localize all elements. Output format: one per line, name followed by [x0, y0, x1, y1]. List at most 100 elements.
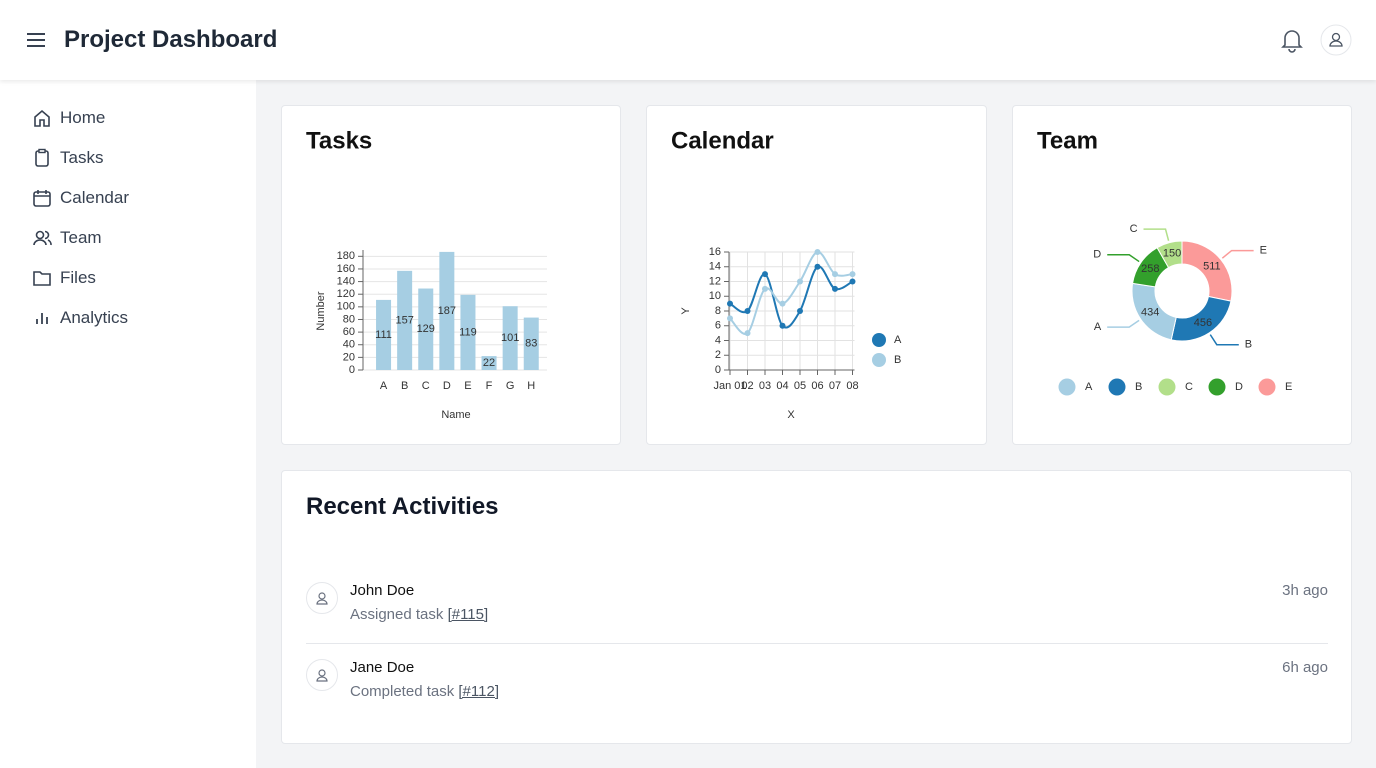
header: Project Dashboard [0, 0, 1376, 80]
point [744, 330, 751, 337]
activity-time: 3h ago [1282, 582, 1328, 599]
nav-item[interactable]: Team [32, 228, 102, 248]
slice-label: 511 [1203, 261, 1221, 273]
icon [33, 230, 52, 246]
nav-item[interactable]: Files [32, 268, 96, 288]
point [849, 278, 856, 285]
activity-action: Completed task [350, 683, 455, 700]
nav-label: Files [60, 268, 96, 287]
x-tick-label: C [422, 380, 430, 392]
x-axis-label: X [787, 409, 795, 421]
y-tick-label: 2 [715, 349, 721, 361]
slice-label: 258 [1141, 263, 1159, 275]
legend-label: E [1285, 381, 1292, 393]
slice-label: 434 [1141, 307, 1159, 319]
x-tick-label: 05 [794, 380, 806, 392]
y-tick-label: 8 [715, 305, 721, 317]
card-title: Calendar [671, 127, 774, 154]
point [832, 285, 838, 292]
y-tick-label: 0 [349, 364, 355, 376]
y-tick-label: 10 [709, 290, 721, 302]
bar-label: 101 [501, 332, 519, 344]
x-tick-label: D [443, 380, 451, 392]
x-tick-label: F [486, 380, 493, 392]
slice-category: E [1260, 244, 1267, 256]
chart: Team 511 E 456 B 434 A 258 D 150 C A B C D E [1037, 127, 1292, 396]
y-tick-label: 60 [343, 326, 355, 338]
y-tick-label: 6 [715, 320, 721, 332]
activity-user: John Doe [350, 582, 415, 599]
y-tick-label: 140 [337, 275, 355, 287]
leader-line [1221, 249, 1254, 259]
nav-label: Analytics [60, 308, 129, 327]
menu-button[interactable] [26, 30, 46, 50]
legend-swatch [872, 353, 886, 367]
y-tick-label: 120 [337, 288, 355, 300]
notifications-button[interactable] [1280, 27, 1304, 53]
point [797, 308, 803, 314]
point [744, 308, 751, 314]
activities-card: Recent Activities John Doe Assigned task … [281, 470, 1352, 744]
y-axis-label: Number [315, 291, 327, 330]
x-tick-label: E [464, 380, 471, 392]
icon [35, 148, 49, 167]
legend-swatch [1158, 378, 1176, 396]
legend-swatch [1258, 378, 1276, 396]
avatar-icon [316, 669, 328, 682]
legend-label: A [1085, 381, 1093, 393]
nav-item[interactable]: Tasks [32, 148, 103, 168]
point [727, 315, 733, 322]
point [814, 249, 821, 255]
activity-item: Jane Doe Completed task [#112] 6h ago [306, 659, 1328, 719]
app-title: Project Dashboard [64, 26, 278, 53]
profile-button[interactable] [1320, 24, 1352, 56]
avatar [306, 659, 338, 691]
legend-swatch [1108, 378, 1126, 396]
point [849, 271, 856, 278]
slice-category: D [1093, 249, 1101, 261]
bar [397, 270, 413, 370]
activity-link[interactable]: [#112] [458, 683, 499, 700]
point [779, 300, 786, 307]
point [779, 322, 786, 329]
slice [1156, 240, 1183, 269]
card-title: Tasks [306, 127, 372, 154]
bar [481, 356, 497, 370]
nav-item[interactable]: Analytics [32, 308, 128, 328]
icon [34, 109, 50, 127]
point [797, 278, 803, 285]
activity-link[interactable]: [#115] [447, 606, 489, 623]
icon [36, 313, 48, 324]
activity-text: Completed task [#112] [350, 683, 499, 700]
leader-line [1143, 228, 1170, 241]
x-tick-label: B [401, 380, 408, 392]
leader-line [1107, 319, 1140, 328]
y-tick-label: 4 [715, 334, 721, 346]
tasks-card: Tasks 0 20 40 60 80 100 120 140 160 180 111 A 157 B 129… [281, 105, 621, 445]
slice-label: 150 [1163, 248, 1181, 260]
bar-label: 129 [417, 323, 435, 335]
point [814, 263, 821, 270]
slice-category: A [1094, 321, 1102, 333]
nav-label: Calendar [60, 188, 129, 207]
point [832, 271, 838, 278]
x-tick-label: A [380, 380, 388, 392]
calendar-card: Calendar 0 2 4 6 8 10 12 14 16 Jan 01 02 03 04 05 06 07 0… [646, 105, 987, 445]
point [762, 285, 768, 292]
nav-item[interactable]: Calendar [32, 188, 129, 208]
sidebar: Home Tasks Calendar Team Files Analytics [0, 80, 256, 768]
legend-swatch [1058, 378, 1076, 396]
line [729, 251, 853, 336]
icon [33, 271, 51, 286]
legend-swatch [872, 333, 886, 347]
activity-time: 6h ago [1282, 659, 1328, 676]
point [762, 271, 768, 278]
bar-label: 22 [483, 357, 495, 369]
nav-item[interactable]: Home [32, 108, 105, 128]
bar-label: 111 [375, 329, 392, 341]
bar [460, 294, 476, 370]
x-tick-label: Jan 01 [713, 380, 746, 392]
bar-label: 157 [395, 314, 413, 326]
